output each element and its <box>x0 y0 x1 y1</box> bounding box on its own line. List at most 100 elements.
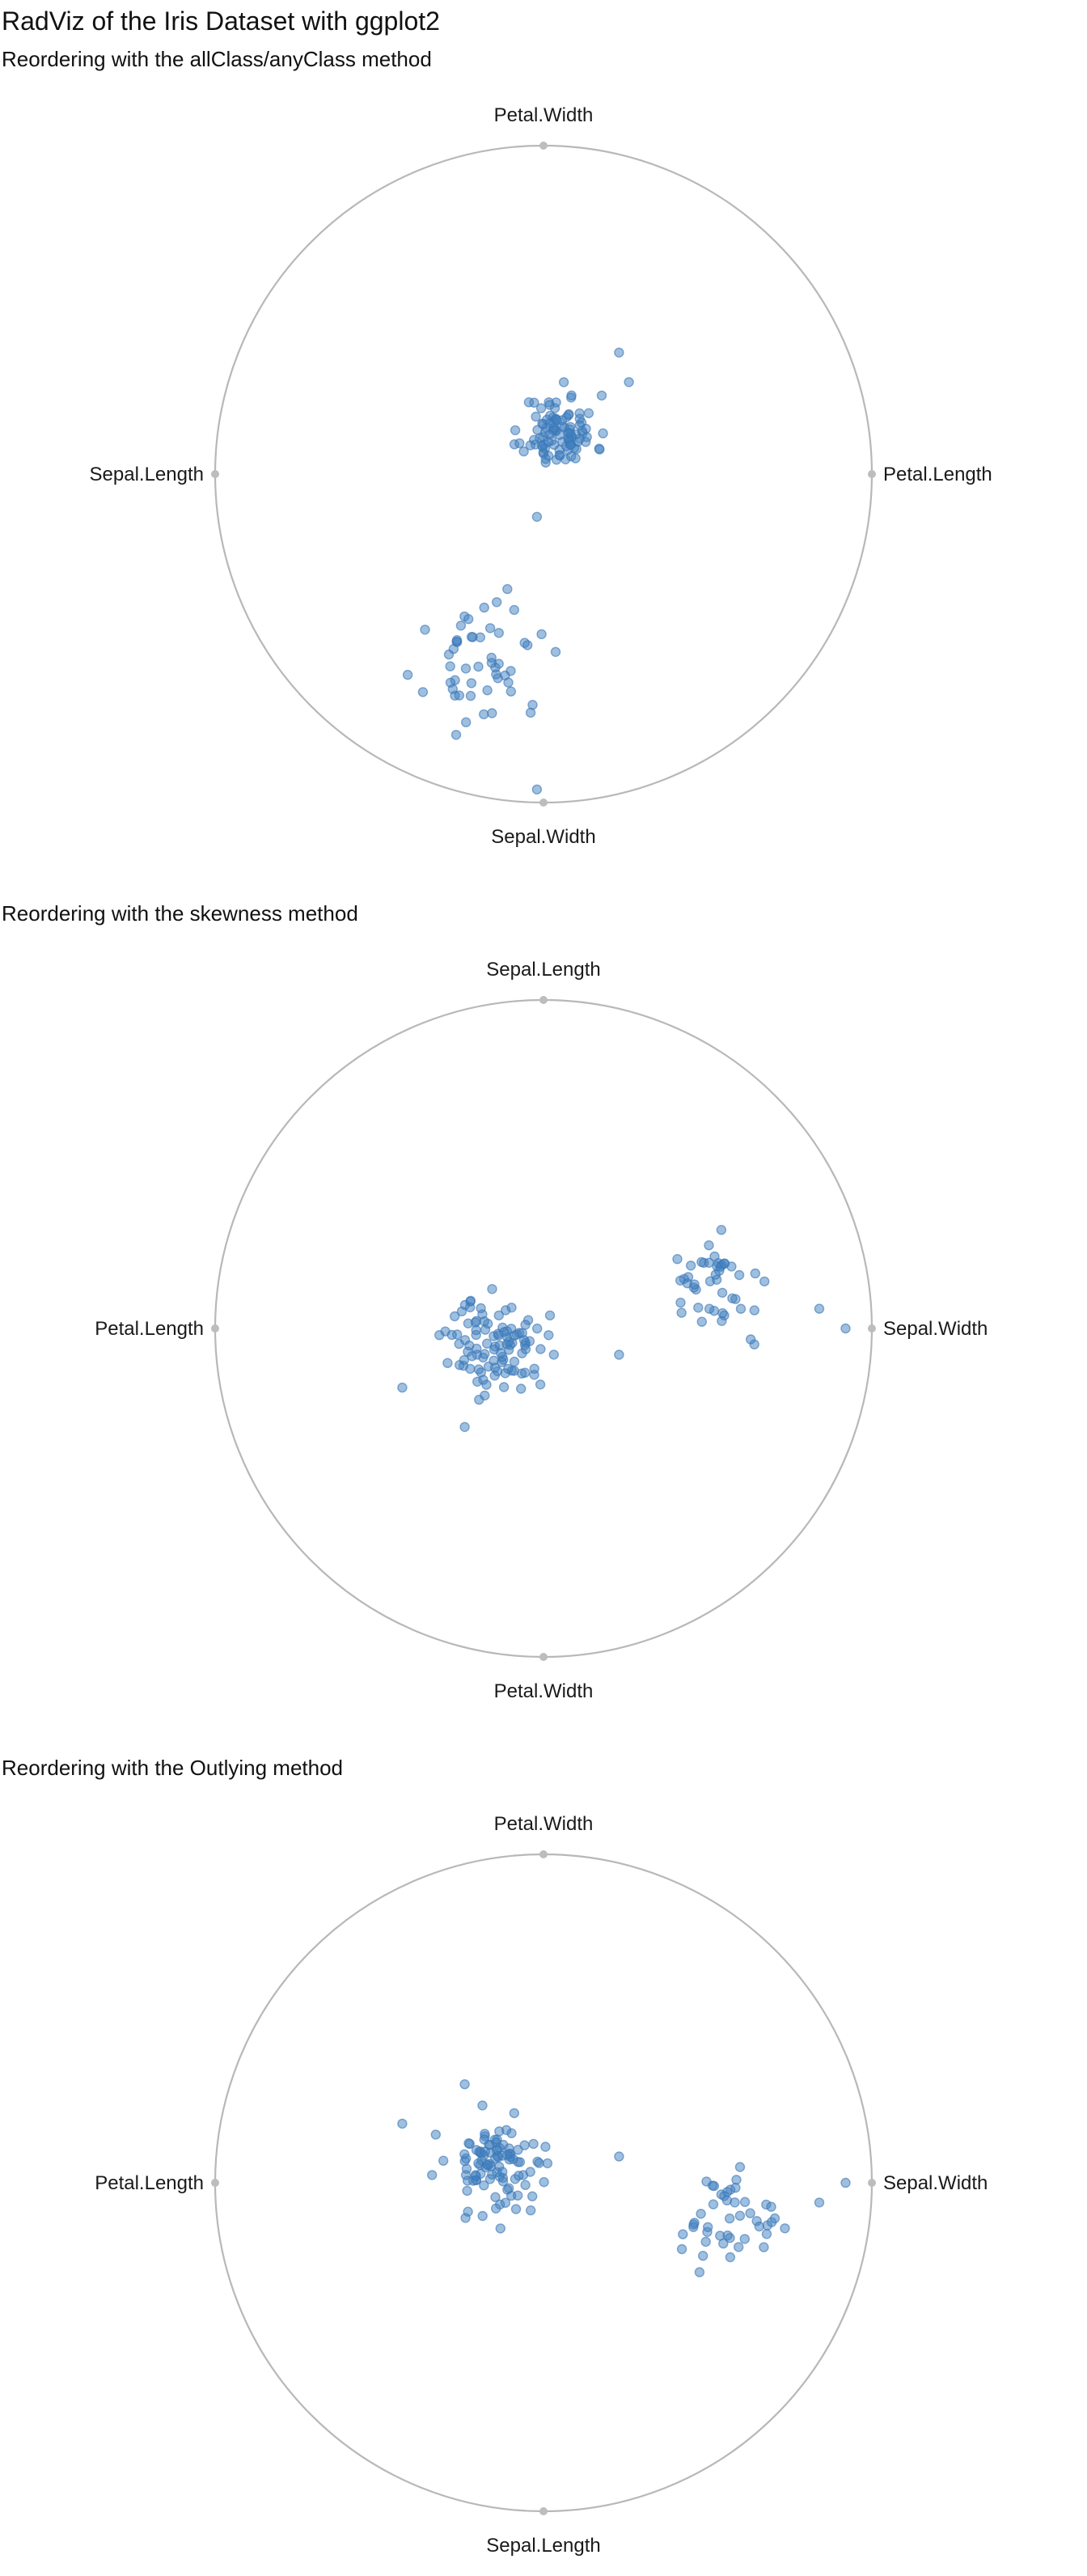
data-point <box>461 2153 472 2164</box>
anchor-point <box>211 470 219 478</box>
data-point <box>479 709 489 720</box>
data-point <box>709 1251 720 1262</box>
data-point <box>717 1287 728 1299</box>
data-point <box>479 602 489 613</box>
data-point <box>583 408 594 418</box>
data-point <box>459 2079 470 2090</box>
panel-subtitle-allclass: Reordering with the allClass/anyClass me… <box>2 47 432 71</box>
data-point <box>540 2142 551 2152</box>
data-point <box>594 444 605 455</box>
data-point <box>482 2159 493 2170</box>
data-point <box>450 1311 460 1322</box>
data-point <box>420 625 430 635</box>
anchor-point <box>539 1850 548 1858</box>
anchor-point <box>211 2179 219 2187</box>
radviz-circle <box>214 998 873 1659</box>
anchor-point <box>539 142 548 150</box>
data-point <box>445 661 455 672</box>
data-point <box>696 1316 707 1327</box>
data-point <box>447 684 458 694</box>
data-point <box>614 2151 624 2162</box>
data-point <box>542 2158 553 2169</box>
data-point <box>759 1276 770 1287</box>
data-point <box>417 687 429 697</box>
data-point <box>513 2190 523 2201</box>
anchor-label: Sepal.Width <box>883 1318 988 1340</box>
data-point <box>565 451 577 462</box>
data-point <box>438 2155 449 2166</box>
data-point <box>465 690 476 701</box>
data-point <box>749 1305 759 1316</box>
data-point <box>489 1362 501 1373</box>
anchor-point <box>539 996 548 1004</box>
anchor-label: Sepal.Length <box>486 959 600 981</box>
data-point <box>686 1260 696 1271</box>
data-point <box>614 347 624 358</box>
data-point <box>434 1330 445 1341</box>
data-point <box>725 2213 735 2224</box>
data-point <box>529 1363 539 1374</box>
data-point <box>465 1302 476 1313</box>
data-point <box>516 1383 527 1394</box>
data-point <box>514 2157 526 2167</box>
data-point <box>510 2204 522 2214</box>
data-point <box>544 400 555 410</box>
anchor-point <box>868 1324 876 1332</box>
data-point <box>501 2150 513 2160</box>
data-point <box>397 2118 408 2129</box>
data-point <box>727 1293 738 1303</box>
data-point <box>672 1254 683 1265</box>
data-point <box>544 1330 554 1341</box>
data-point <box>544 418 555 429</box>
data-point <box>532 1323 543 1334</box>
anchor-label: Sepal.Width <box>491 826 595 848</box>
data-point <box>527 700 538 710</box>
data-point <box>430 2129 441 2140</box>
data-point <box>479 1316 489 1327</box>
data-point <box>717 1307 728 1319</box>
data-point <box>442 1358 453 1368</box>
data-point <box>476 1303 486 1314</box>
data-point <box>536 629 547 640</box>
data-point <box>596 390 607 401</box>
data-point <box>734 2162 746 2172</box>
data-point <box>730 2182 741 2193</box>
data-point <box>479 2134 489 2145</box>
data-point <box>520 1344 531 1354</box>
data-point <box>474 1394 484 1405</box>
data-point <box>503 1363 514 1375</box>
anchor-label: Petal.Length <box>95 1318 204 1340</box>
panel-subtitle-outlying: Reordering with the Outlying method <box>2 1756 344 1780</box>
data-point <box>734 2242 744 2252</box>
data-point <box>814 1303 825 1314</box>
data-point <box>509 604 519 616</box>
data-point <box>490 2153 501 2163</box>
data-point <box>563 427 573 438</box>
data-point <box>484 623 496 633</box>
anchor-label: Petal.Width <box>494 1813 594 1835</box>
data-point <box>563 409 574 421</box>
data-point <box>701 2176 712 2187</box>
data-point <box>528 2138 539 2150</box>
anchor-label: Petal.Width <box>494 104 594 126</box>
data-point <box>745 2208 755 2218</box>
data-point <box>696 1256 707 1268</box>
anchor-point <box>211 1324 219 1332</box>
radviz-plot-allclass: Petal.Width Petal.Length Sepal.Width Sepal.… <box>90 104 992 848</box>
data-point <box>678 2229 688 2239</box>
data-point <box>566 390 577 400</box>
data-point <box>725 2252 736 2263</box>
data-point <box>550 646 561 657</box>
data-point <box>840 1323 851 1334</box>
data-point <box>502 583 513 595</box>
data-point <box>402 669 413 680</box>
data-point <box>463 2206 473 2217</box>
data-point <box>482 1338 493 1349</box>
data-point <box>460 663 472 674</box>
data-point <box>734 1269 745 1281</box>
data-point <box>721 2195 733 2205</box>
data-point <box>510 425 521 435</box>
data-point <box>475 632 485 642</box>
data-point <box>496 1348 506 1358</box>
data-point <box>540 454 551 464</box>
